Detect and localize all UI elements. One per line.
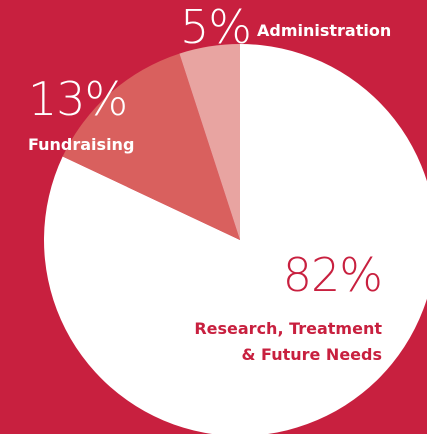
value-label: 82% — [282, 248, 383, 302]
value-label: 5% — [180, 0, 252, 54]
pie-slice — [44, 44, 427, 434]
value-label: 13% — [28, 72, 128, 126]
category-label: Fundraising — [28, 135, 135, 154]
pie-slice — [62, 53, 240, 240]
pie-slice — [179, 44, 240, 240]
category-label: Administration — [257, 21, 392, 40]
category-label: Research, Treatment & Future Needs — [194, 319, 382, 364]
